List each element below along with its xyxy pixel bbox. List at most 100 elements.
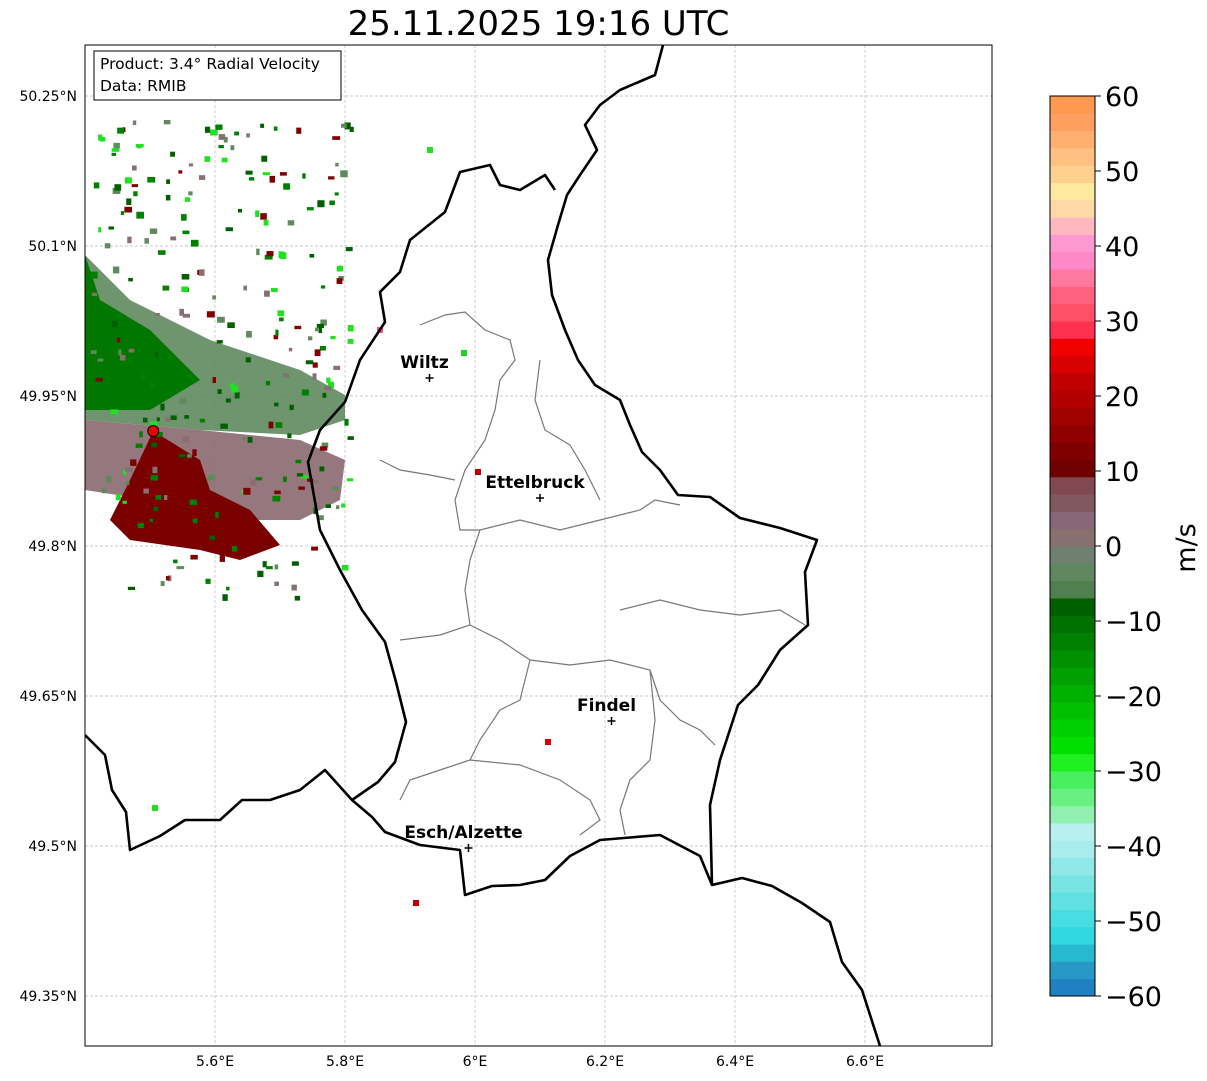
echo-pixel: [136, 211, 144, 219]
echo-pixel: [137, 523, 145, 529]
city-marker-icon: [607, 717, 616, 725]
echo-pixel: [329, 200, 335, 206]
echo-pixel: [190, 239, 199, 247]
echo-pixel: [192, 518, 198, 524]
city-marker-icon: [464, 844, 473, 852]
echo-pixel: [198, 269, 205, 276]
echo-pixel: [102, 488, 107, 494]
echo-pixel: [298, 486, 305, 490]
colorbar-tick-label: 50: [1105, 157, 1139, 188]
echo-pixel: [347, 436, 354, 440]
echo-pixel: [310, 480, 319, 484]
echo-pixel: [243, 487, 251, 495]
echo-pixel: [219, 555, 225, 562]
echo-pixel: [154, 351, 159, 358]
colorbar-segment: [1050, 649, 1095, 668]
x-tick-label: 6°E: [463, 1054, 488, 1070]
echo-pixel: [346, 478, 354, 482]
echo-pixel: [294, 325, 302, 330]
y-tick-label: 49.35°N: [19, 989, 77, 1005]
echo-pixel: [246, 133, 250, 138]
colorbar-segment: [1050, 892, 1095, 910]
echo-pixel: [223, 136, 228, 143]
echo-pixel: [163, 120, 171, 125]
echo-strong-outbound: [110, 431, 280, 560]
colorbar: 60 50 40 30 20 10 0 −10 −20 −30 −40 −50 −60: [1049, 82, 1162, 1013]
colorbar-segment: [1050, 355, 1095, 374]
colorbar-segment: [1050, 511, 1095, 530]
echo-pixel: [93, 182, 100, 189]
echo-pixel: [217, 316, 225, 323]
map-frame: [84, 44, 993, 1047]
echo-pixel: [117, 314, 123, 318]
echo-pixel: [189, 501, 198, 505]
x-tick-label: 5.6°E: [196, 1054, 234, 1070]
city-marker-icon: [536, 494, 544, 502]
echo-pixel: [312, 373, 317, 381]
echo-pixel: [314, 349, 321, 357]
echo-pixel: [302, 173, 306, 179]
echo-pixel: [212, 295, 216, 300]
echo-pixel: [345, 247, 353, 252]
echo-pixel: [461, 350, 467, 356]
colorbar-segment: [1050, 217, 1095, 235]
colorbar-tick-label: 40: [1105, 232, 1139, 263]
canton-borders: [379, 311, 806, 836]
echo-pixel: [275, 422, 283, 428]
echo-pixel: [316, 323, 324, 329]
echo-pixel: [182, 313, 191, 318]
echo-pixel: [198, 175, 206, 180]
colorbar-segment: [1050, 234, 1095, 253]
y-tick-label: 49.5°N: [28, 839, 77, 855]
country-borders: [84, 44, 882, 1047]
echo-pixel: [155, 495, 162, 500]
colorbar-segment: [1050, 874, 1095, 893]
echo-pixel: [122, 500, 127, 504]
echo-pixel: [294, 595, 301, 601]
echo-pixel: [131, 184, 138, 188]
echo-pixel: [255, 210, 260, 218]
echo-pixel: [291, 561, 299, 566]
echo-pixel: [336, 265, 344, 272]
echo-pixel: [319, 446, 328, 451]
echo-pixel: [126, 198, 132, 206]
echo-pixel: [257, 570, 264, 578]
echo-pixel: [108, 226, 115, 230]
echo-pixel: [111, 320, 118, 328]
echo-pixel: [127, 586, 136, 591]
echo-pixel: [90, 350, 97, 354]
echo-pixel: [178, 170, 183, 174]
colorbar-segment: [1050, 424, 1095, 443]
echo-pixel: [181, 274, 190, 280]
colorbar-segment: [1050, 269, 1095, 287]
radar-site-marker: [147, 425, 160, 437]
echo-pixel: [158, 250, 166, 255]
echo-pixel: [139, 431, 143, 438]
echo-pixel: [287, 220, 295, 226]
colorbar-segment: [1050, 667, 1095, 685]
echo-pixel: [269, 175, 276, 183]
colorbar-segment: [1050, 822, 1095, 841]
echo-pixel: [230, 145, 235, 151]
city-markers: Wiltz Ettelbruck Findel Esch/Alzette: [400, 353, 636, 852]
echo-pixel: [116, 337, 121, 343]
echo-pixel: [117, 127, 125, 134]
echo-pixel: [179, 308, 185, 316]
echo-pixel: [216, 340, 223, 344]
echo-pixel: [217, 389, 222, 394]
echo-pixel: [335, 162, 339, 167]
echo-pixel: [182, 435, 189, 443]
echo-pixel: [132, 120, 137, 126]
echo-pixel: [273, 126, 278, 131]
echo-pixel: [113, 142, 120, 149]
echo-pixel: [247, 436, 253, 443]
echo-pixel: [325, 504, 331, 508]
y-tick-label: 50.1°N: [28, 239, 77, 255]
echo-pixel: [306, 207, 314, 211]
echo-pixel: [225, 227, 233, 232]
echo-pixel: [245, 357, 251, 363]
echo-pixel: [273, 334, 279, 340]
echo-pixel: [168, 354, 172, 361]
echo-pixel: [347, 339, 354, 344]
